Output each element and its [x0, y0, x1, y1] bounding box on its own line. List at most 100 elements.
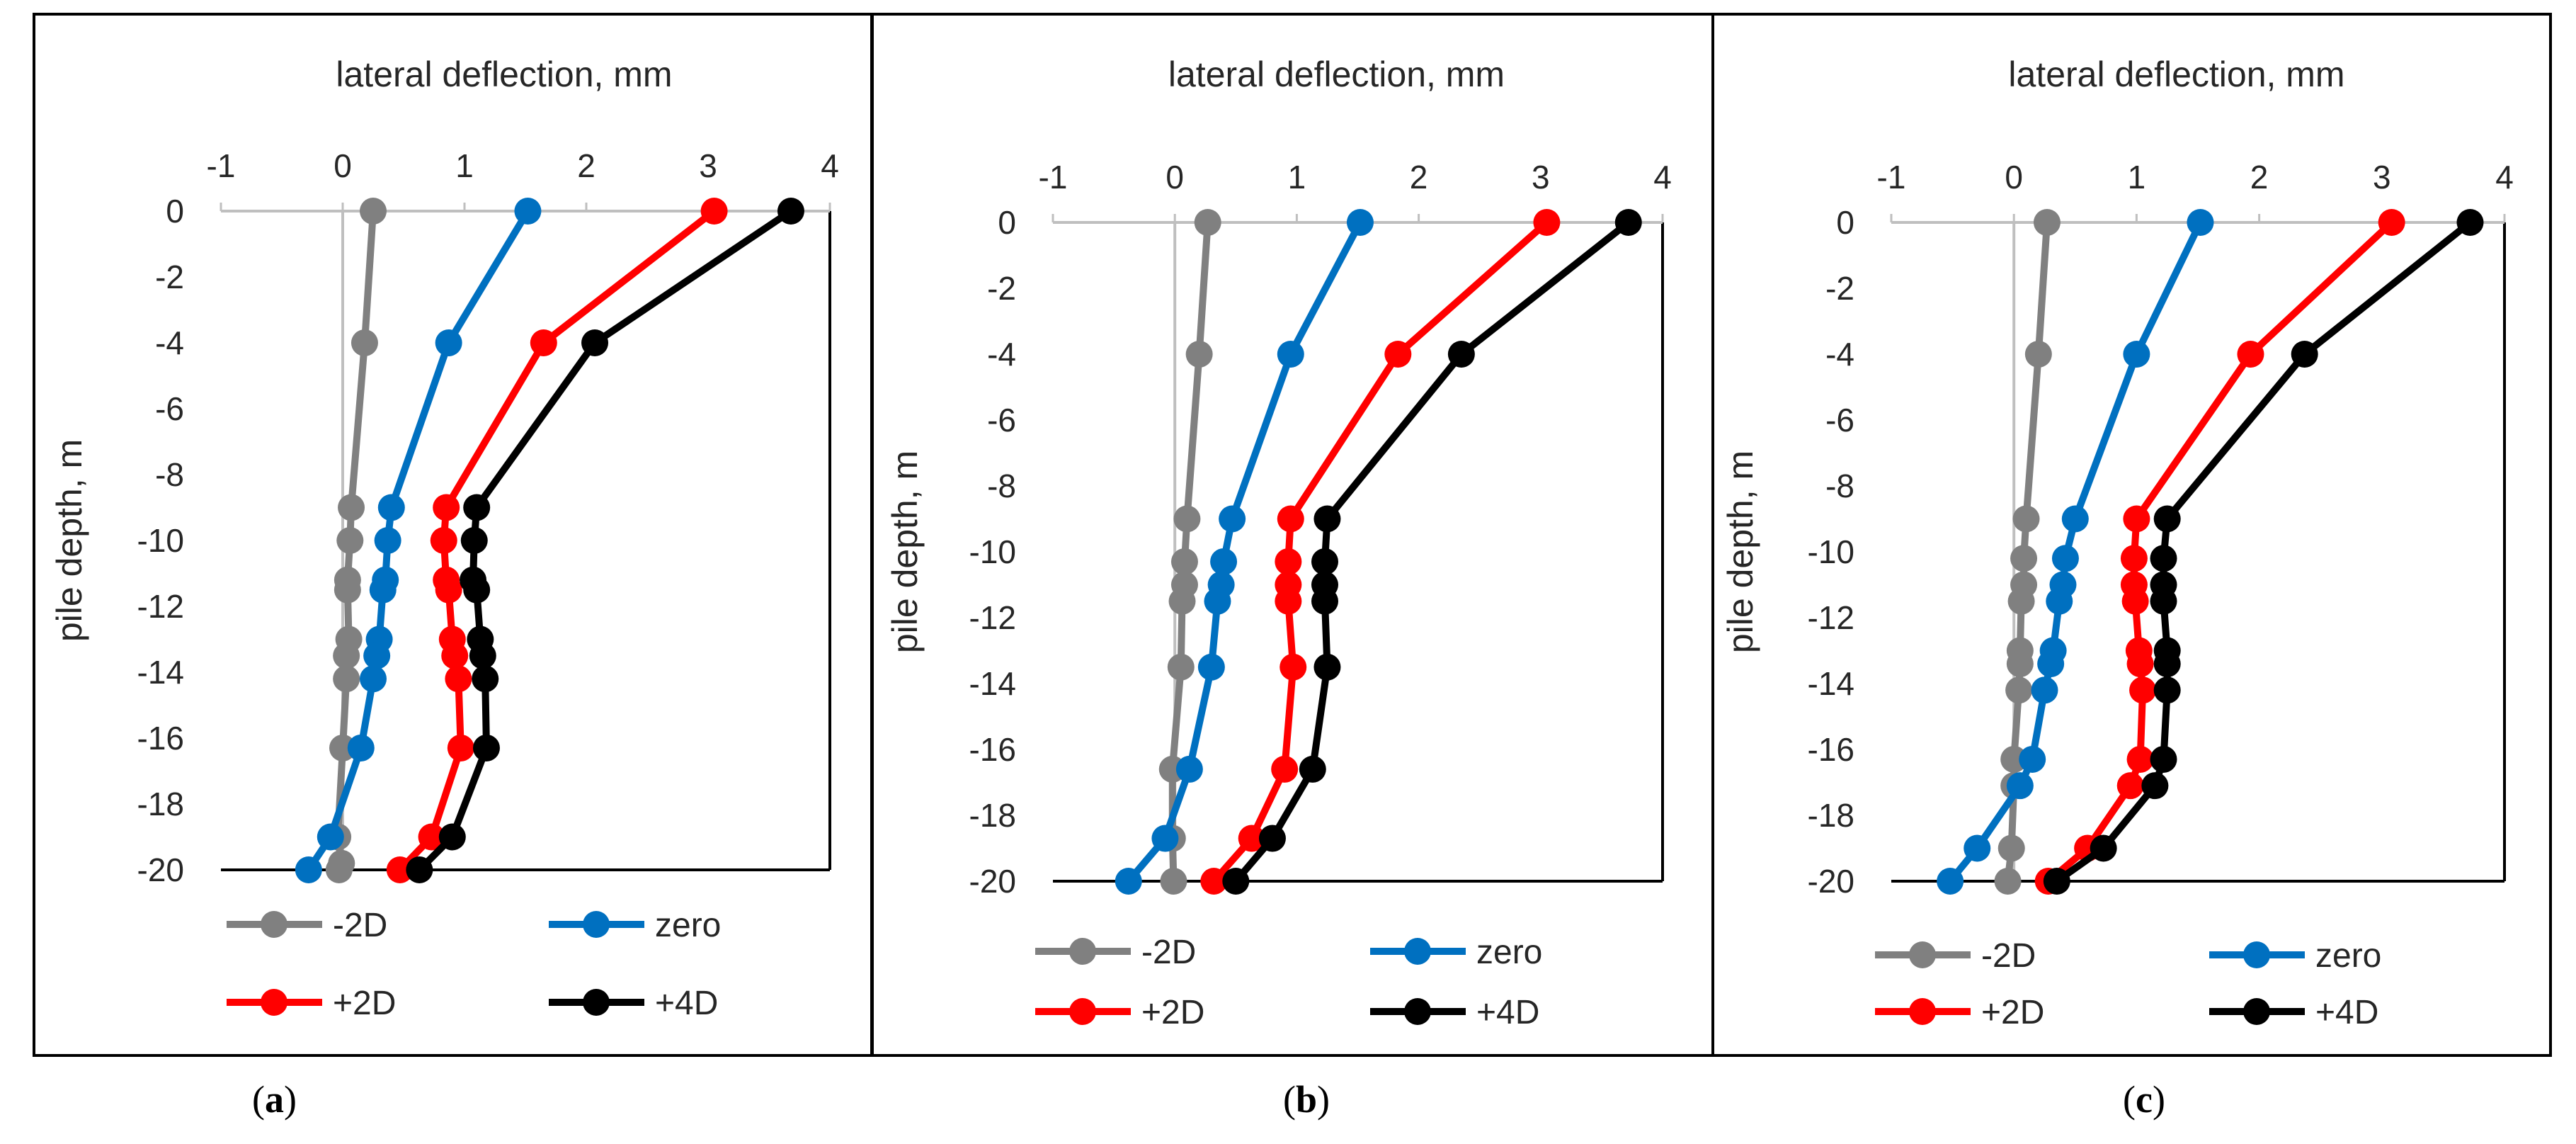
y-axis-title: pile depth, m: [1721, 451, 1760, 653]
data-point: [2123, 505, 2150, 533]
y-tick-label: -14: [137, 654, 184, 691]
data-point: [2012, 505, 2040, 533]
data-point: [430, 527, 457, 554]
data-point: [1185, 341, 1213, 368]
data-point: [377, 494, 405, 521]
y-tick-label: -12: [137, 588, 184, 625]
x-tick-label: 0: [2005, 159, 2023, 196]
data-point: [2126, 650, 2154, 678]
chart-panel-c: -1 0 1 2 3 40-2-4-6-8-10-12-14-16-18-20latera…: [1711, 13, 2552, 1057]
y-tick-label: -4: [155, 324, 184, 361]
legend-marker: [261, 911, 287, 938]
legend-label: zero: [1476, 934, 1542, 971]
x-tick-label: -1: [1039, 159, 1068, 196]
x-tick-label: -1: [207, 147, 236, 184]
y-tick-label: -16: [969, 731, 1016, 768]
data-point: [1168, 587, 1196, 615]
x-tick-label: -1: [1877, 159, 1906, 196]
legend-label: +2D: [333, 985, 396, 1022]
y-axis-title: pile depth, m: [50, 439, 89, 642]
data-point: [2121, 587, 2149, 615]
x-axis-title: lateral deflection, mm: [1168, 55, 1505, 94]
data-point: [386, 856, 414, 883]
data-point: [317, 823, 344, 851]
y-tick-label: 0: [998, 204, 1016, 241]
y-tick-label: -4: [1825, 336, 1854, 373]
data-point: [2051, 545, 2079, 572]
data-point: [1170, 548, 1198, 575]
data-point: [325, 856, 353, 883]
chart-panel-a: -1 0 1 2 3 40-2-4-6-8-10-12-14-16-18-20latera…: [33, 13, 873, 1057]
data-point: [1271, 755, 1299, 783]
data-point: [1175, 755, 1203, 783]
data-point: [360, 198, 387, 225]
legend-marker: [583, 911, 610, 938]
data-point: [1311, 587, 1339, 615]
data-point: [2126, 745, 2154, 773]
data-point: [1222, 868, 1250, 895]
data-point: [2007, 587, 2035, 615]
data-point: [2005, 676, 2033, 704]
data-point: [1238, 825, 1265, 852]
data-point: [2153, 505, 2181, 533]
y-tick-label: -14: [1808, 665, 1854, 702]
legend-item: +2D: [227, 985, 396, 1022]
legend-item: -2D: [1875, 937, 2036, 975]
data-point: [374, 527, 401, 554]
legend-marker: [1404, 938, 1431, 965]
legend-marker: [1069, 938, 1096, 965]
data-point: [1384, 341, 1412, 368]
x-axis-title: lateral deflection, mm: [2008, 55, 2344, 94]
data-point: [1614, 209, 1642, 236]
data-point: [1258, 825, 1286, 852]
data-point: [1275, 548, 1302, 575]
data-point: [472, 734, 500, 761]
legend-label: +4D: [2315, 994, 2378, 1031]
x-tick-label: 3: [2373, 159, 2391, 196]
data-point: [530, 329, 557, 356]
data-point: [2153, 650, 2181, 678]
y-tick-label: -12: [1808, 599, 1854, 636]
data-point: [1346, 209, 1374, 236]
data-point: [360, 665, 387, 693]
data-point: [2141, 772, 2169, 800]
panel-frame: [1711, 13, 2552, 1057]
data-point: [1311, 548, 1339, 575]
y-tick-label: -18: [137, 786, 184, 822]
data-point: [2237, 341, 2264, 368]
x-tick-label: 2: [1410, 159, 1428, 196]
data-point: [2187, 209, 2214, 236]
data-point: [1197, 653, 1225, 681]
data-point: [1447, 341, 1475, 368]
x-tick-label: 0: [1166, 159, 1184, 196]
x-tick-label: 0: [334, 147, 352, 184]
y-tick-label: -10: [1808, 533, 1854, 570]
data-point: [1964, 834, 1991, 862]
x-tick-label: 3: [699, 147, 717, 184]
y-tick-label: -6: [1825, 402, 1854, 438]
x-tick-label: 3: [1532, 159, 1550, 196]
data-point: [333, 642, 360, 669]
data-point: [2129, 676, 2157, 704]
data-point: [2024, 341, 2052, 368]
data-point: [435, 329, 462, 356]
y-tick-label: -8: [155, 456, 184, 493]
legend-item: +4D: [2209, 994, 2378, 1031]
data-point: [2150, 587, 2177, 615]
legend-label: -2D: [1981, 937, 2036, 975]
data-point: [2378, 209, 2405, 236]
data-point: [445, 665, 472, 693]
y-tick-label: 0: [166, 193, 184, 230]
legend-label: zero: [2315, 937, 2381, 975]
data-point: [435, 576, 462, 604]
data-point: [2456, 209, 2484, 236]
data-point: [2000, 745, 2028, 773]
legend-marker: [2243, 998, 2270, 1025]
data-point: [2150, 545, 2177, 572]
data-point: [438, 823, 466, 851]
data-point: [2120, 545, 2148, 572]
legend-item: +2D: [1875, 994, 2044, 1031]
data-point: [2150, 745, 2177, 773]
y-tick-label: -8: [987, 468, 1016, 504]
